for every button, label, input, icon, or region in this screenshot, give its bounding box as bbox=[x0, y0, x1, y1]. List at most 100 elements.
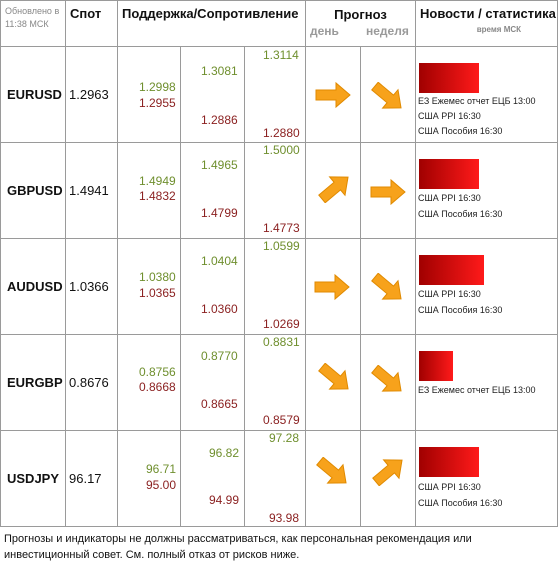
forecast-week-cell bbox=[359, 334, 417, 431]
spot-price: 1.2963 bbox=[65, 46, 118, 143]
arrow-down-right-icon bbox=[371, 365, 402, 392]
resistance-level: 1.2955 bbox=[139, 96, 176, 110]
resistance-level: 1.4799 bbox=[201, 206, 238, 220]
resistance-level: 95.00 bbox=[146, 478, 177, 492]
table-row: AUDUSD 1.0366 1.0380 1.0365 1.0404 1.036… bbox=[0, 238, 558, 335]
resistance-level: 1.0360 bbox=[201, 302, 238, 316]
levels-header-label: Поддержка/Сопротивление bbox=[122, 6, 299, 21]
updated-time: Обновлено в 11:38 МСК bbox=[0, 0, 66, 47]
spot-price: 1.0366 bbox=[65, 238, 118, 335]
table-row: USDJPY 96.17 96.71 95.00 96.82 94.99 97.… bbox=[0, 430, 558, 527]
resistance-level: 1.2886 bbox=[201, 113, 238, 127]
forecast-day-cell bbox=[305, 142, 361, 239]
spot-price: 1.4941 bbox=[65, 142, 118, 239]
spot-header: Спот bbox=[65, 0, 118, 47]
arrow-down-right-icon bbox=[318, 363, 349, 390]
table-row: EURUSD 1.2963 1.2998 1.2955 1.3081 1.288… bbox=[0, 46, 558, 143]
resistance-level: 1.4832 bbox=[139, 189, 176, 203]
support-level: 96.71 bbox=[146, 462, 177, 476]
news-item: ЕЗ Ежемес отчет ЕЦБ 13:00 bbox=[418, 385, 536, 395]
resistance-level: 93.98 bbox=[269, 511, 300, 525]
pair-name: AUDUSD bbox=[0, 238, 66, 335]
sentiment-bar bbox=[419, 447, 480, 477]
forecast-header-label: Прогноз bbox=[334, 7, 387, 22]
sentiment-bar bbox=[419, 351, 454, 381]
level-col-1: 1.0380 1.0365 bbox=[117, 238, 181, 335]
support-level: 1.0380 bbox=[139, 270, 176, 284]
news-item: США PPI 16:30 bbox=[418, 193, 481, 203]
level-col-2: 0.8770 0.8665 bbox=[180, 334, 245, 431]
arrow-up-right-icon bbox=[372, 459, 403, 486]
sentiment-bar bbox=[419, 159, 480, 189]
news-item: США Пособия 16:30 bbox=[418, 209, 503, 219]
resistance-level: 0.8579 bbox=[263, 413, 300, 427]
level-col-2: 1.4965 1.4799 bbox=[180, 142, 245, 239]
level-col-1: 96.71 95.00 bbox=[117, 430, 181, 527]
support-level: 1.5000 bbox=[263, 143, 300, 157]
news-item: США PPI 16:30 bbox=[418, 289, 481, 299]
pair-name: EURUSD bbox=[0, 46, 66, 143]
news-item: США PPI 16:30 bbox=[418, 111, 481, 121]
table-header: Обновлено в 11:38 МСК Спот Поддержка/Соп… bbox=[0, 0, 558, 47]
support-level: 0.8770 bbox=[201, 349, 238, 363]
resistance-level: 94.99 bbox=[209, 493, 240, 507]
forecast-week-cell bbox=[359, 238, 417, 335]
news-item: США Пособия 16:30 bbox=[418, 305, 503, 315]
level-col-3: 97.28 93.98 bbox=[244, 430, 306, 527]
news-item: США Пособия 16:30 bbox=[418, 498, 503, 508]
news-header-label: Новости / статистика bbox=[420, 6, 556, 21]
arrow-right-icon bbox=[315, 81, 351, 109]
forecast-day-cell bbox=[305, 46, 361, 143]
level-col-3: 0.8831 0.8579 bbox=[244, 334, 306, 431]
level-col-3: 1.5000 1.4773 bbox=[244, 142, 306, 239]
pair-name: GBPUSD bbox=[0, 142, 66, 239]
forecast-week-cell bbox=[359, 430, 417, 527]
sentiment-bar bbox=[419, 255, 485, 285]
level-col-3: 1.3114 1.2880 bbox=[244, 46, 306, 143]
forecast-day-cell bbox=[305, 430, 361, 527]
forecast-week-cell bbox=[359, 46, 417, 143]
news-item: ЕЗ Ежемес отчет ЕЦБ 13:00 bbox=[418, 96, 536, 106]
level-col-1: 1.2998 1.2955 bbox=[117, 46, 181, 143]
levels-header: Поддержка/Сопротивление bbox=[117, 0, 306, 47]
table-row: GBPUSD 1.4941 1.4949 1.4832 1.4965 1.479… bbox=[0, 142, 558, 239]
risk-disclaimer: Прогнозы и индикаторы не должны рассматр… bbox=[4, 533, 472, 561]
arrow-up-right-icon bbox=[318, 176, 349, 203]
news-cell: США PPI 16:30 США Пособия 16:30 bbox=[415, 430, 558, 527]
resistance-level: 1.2880 bbox=[263, 126, 300, 140]
pair-name: EURGBP bbox=[0, 334, 66, 431]
support-level: 0.8831 bbox=[263, 335, 300, 349]
arrow-down-right-icon bbox=[371, 82, 402, 109]
table-row: EURGBP 0.8676 0.8756 0.8668 0.8770 0.866… bbox=[0, 334, 558, 431]
forecast-day-cell bbox=[305, 238, 361, 335]
support-level: 1.3114 bbox=[263, 48, 299, 62]
arrow-right-icon bbox=[314, 273, 350, 301]
support-level: 1.4949 bbox=[139, 174, 176, 188]
level-col-2: 96.82 94.99 bbox=[180, 430, 245, 527]
resistance-level: 1.0269 bbox=[263, 317, 300, 331]
arrow-down-right-icon bbox=[316, 457, 347, 484]
forecast-table: Обновлено в 11:38 МСК Спот Поддержка/Соп… bbox=[0, 0, 558, 527]
news-time-label: время МСК bbox=[476, 25, 522, 34]
resistance-level: 0.8668 bbox=[139, 380, 176, 394]
level-col-2: 1.0404 1.0360 bbox=[180, 238, 245, 335]
support-level: 1.4965 bbox=[201, 158, 238, 172]
support-level: 1.3081 bbox=[201, 64, 238, 78]
support-level: 1.2998 bbox=[139, 80, 176, 94]
support-level: 0.8756 bbox=[139, 365, 176, 379]
forecast-week-label: неделя bbox=[366, 24, 409, 38]
news-cell: ЕЗ Ежемес отчет ЕЦБ 13:00 США PPI 16:30 … bbox=[415, 46, 558, 143]
resistance-level: 1.0365 bbox=[139, 286, 176, 300]
level-col-3: 1.0599 1.0269 bbox=[244, 238, 306, 335]
level-col-2: 1.3081 1.2886 bbox=[180, 46, 245, 143]
forecast-header: Прогноз день неделя bbox=[304, 0, 417, 47]
pair-name: USDJPY bbox=[0, 430, 66, 527]
support-level: 1.0599 bbox=[263, 239, 300, 253]
forecast-day-label: день bbox=[310, 24, 339, 38]
spot-price: 96.17 bbox=[65, 430, 118, 527]
support-level: 1.0404 bbox=[201, 254, 238, 268]
news-item: США PPI 16:30 bbox=[418, 482, 481, 492]
news-cell: США PPI 16:30 США Пособия 16:30 bbox=[415, 238, 558, 335]
spot-price: 0.8676 bbox=[65, 334, 118, 431]
